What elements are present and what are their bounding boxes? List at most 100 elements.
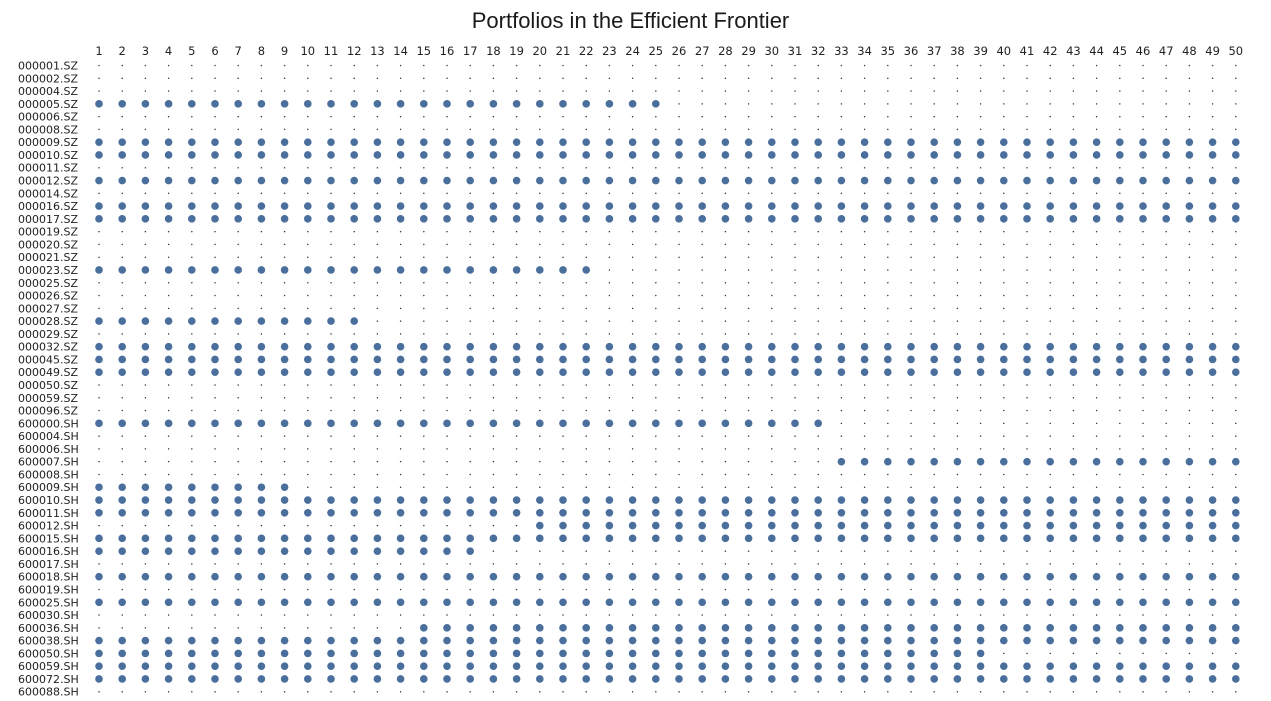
excluded-dot xyxy=(724,473,727,476)
excluded-dot xyxy=(979,473,982,476)
included-dot xyxy=(860,368,869,377)
excluded-dot xyxy=(1119,473,1121,476)
excluded-dot xyxy=(492,320,495,322)
included-dot xyxy=(791,598,799,607)
included-dot xyxy=(489,342,498,351)
excluded-dot xyxy=(1072,409,1075,412)
excluded-dot xyxy=(423,460,425,463)
included-dot xyxy=(234,534,242,543)
excluded-dot xyxy=(1026,614,1028,616)
excluded-dot xyxy=(863,77,866,80)
included-dot xyxy=(628,151,637,159)
included-dot xyxy=(976,202,985,210)
excluded-dot xyxy=(1003,473,1005,476)
excluded-dot xyxy=(330,397,332,399)
excluded-dot xyxy=(1211,64,1214,67)
excluded-dot xyxy=(933,563,935,565)
excluded-dot xyxy=(492,690,495,693)
excluded-dot xyxy=(469,282,471,284)
excluded-dot xyxy=(446,588,448,591)
x-tick-label: 29 xyxy=(741,44,756,58)
excluded-dot xyxy=(260,409,263,412)
excluded-dot xyxy=(1049,243,1051,246)
included-dot xyxy=(1092,675,1101,683)
included-dot xyxy=(1023,509,1031,517)
excluded-dot xyxy=(1235,294,1237,297)
included-dot xyxy=(860,572,869,581)
included-dot xyxy=(1185,202,1194,210)
excluded-dot xyxy=(585,166,587,169)
included-dot xyxy=(930,342,938,351)
included-dot xyxy=(652,215,660,223)
x-tick-label: 31 xyxy=(788,44,803,58)
excluded-dot xyxy=(817,256,819,258)
excluded-dot xyxy=(1188,384,1191,386)
included-dot xyxy=(1185,215,1194,223)
included-dot xyxy=(234,317,242,325)
excluded-dot xyxy=(1072,77,1075,80)
excluded-dot xyxy=(1165,192,1167,195)
included-dot xyxy=(860,215,869,223)
excluded-dot xyxy=(446,307,448,310)
included-dot xyxy=(744,624,753,632)
excluded-dot xyxy=(678,64,680,67)
excluded-dot xyxy=(585,115,587,118)
x-tick-label: 25 xyxy=(648,44,663,58)
excluded-dot xyxy=(979,690,982,693)
included-dot xyxy=(721,675,730,683)
excluded-dot xyxy=(353,435,355,437)
excluded-dot xyxy=(1049,473,1051,476)
included-dot xyxy=(536,598,544,607)
included-dot xyxy=(118,419,126,428)
included-dot xyxy=(605,496,614,504)
included-dot xyxy=(396,572,405,581)
excluded-dot xyxy=(863,333,866,335)
included-dot xyxy=(744,534,753,543)
excluded-dot xyxy=(585,320,587,322)
excluded-dot xyxy=(353,409,355,412)
included-dot xyxy=(1208,534,1217,543)
included-dot xyxy=(512,662,521,670)
included-dot xyxy=(1162,355,1170,364)
included-dot xyxy=(373,547,382,555)
y-tick-label: 000009.SZ xyxy=(18,136,78,149)
excluded-dot xyxy=(817,563,819,565)
included-dot xyxy=(860,624,869,632)
included-dot xyxy=(118,675,126,683)
included-dot xyxy=(559,342,567,351)
included-dot xyxy=(675,572,683,581)
excluded-dot xyxy=(747,614,750,616)
included-dot xyxy=(652,675,660,683)
excluded-dot xyxy=(608,192,611,195)
excluded-dot xyxy=(539,307,541,310)
included-dot xyxy=(953,534,962,543)
y-tick-label: 000026.SZ xyxy=(18,290,78,303)
excluded-dot xyxy=(283,128,286,131)
excluded-dot xyxy=(956,486,959,488)
excluded-dot xyxy=(1026,422,1028,425)
included-dot xyxy=(930,355,938,364)
included-dot xyxy=(466,368,475,377)
included-dot xyxy=(791,496,799,504)
included-dot xyxy=(141,368,150,377)
excluded-dot xyxy=(492,282,495,284)
excluded-dot xyxy=(1072,192,1075,195)
included-dot xyxy=(118,138,126,146)
excluded-dot xyxy=(1188,294,1191,297)
excluded-dot xyxy=(585,192,587,195)
excluded-dot xyxy=(330,627,332,629)
excluded-dot xyxy=(817,550,819,552)
excluded-dot xyxy=(933,256,935,258)
excluded-dot xyxy=(539,282,541,284)
excluded-dot xyxy=(701,243,703,246)
included-dot xyxy=(327,355,335,364)
included-dot xyxy=(768,215,776,223)
included-dot xyxy=(652,368,660,377)
excluded-dot xyxy=(423,588,425,591)
included-dot xyxy=(1046,521,1054,530)
excluded-dot xyxy=(376,614,379,616)
included-dot xyxy=(768,496,776,504)
excluded-dot xyxy=(655,588,657,591)
included-dot xyxy=(512,355,521,364)
excluded-dot xyxy=(330,690,332,693)
